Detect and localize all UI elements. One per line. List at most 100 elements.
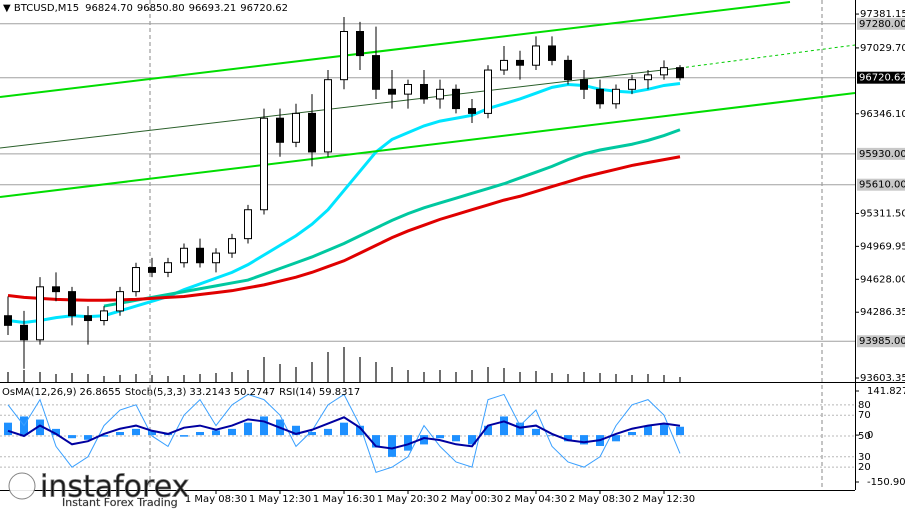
candle-body [276, 117, 284, 143]
candle-body [196, 247, 204, 264]
volume-bar [311, 362, 313, 382]
logo-icon [8, 472, 36, 500]
volume-bar [471, 370, 473, 382]
volume-bar [567, 374, 569, 382]
high-label: 96850.80 [137, 3, 185, 14]
osma-bar [564, 435, 572, 442]
candle-body [100, 310, 108, 322]
watermark: instaforex Instant Forex Trading [8, 469, 190, 509]
candle-body [532, 45, 540, 66]
x-tick-label: 1 May 20:30 [377, 494, 439, 505]
osma-bar [436, 435, 444, 439]
volume-bar [7, 372, 9, 382]
indicator-value: 59.8317 [319, 387, 360, 398]
trend-line [0, 92, 856, 198]
level-label: 95610.00 [859, 180, 905, 191]
candle-body [308, 112, 316, 153]
candle-body [404, 83, 412, 95]
candle-body [628, 79, 636, 90]
osma-bar [356, 425, 364, 436]
symbol: BTCUSD,M15 [14, 3, 79, 14]
y-tick-label: 94628.00 [860, 274, 905, 285]
osma-bar [468, 435, 476, 445]
volume-bar [183, 375, 185, 382]
volume-bar [615, 374, 617, 382]
osma-bar [628, 431, 636, 436]
y-tick-label: 94969.95 [860, 241, 905, 252]
y-tick-label: 70 [858, 410, 871, 421]
volume-bar [263, 357, 265, 382]
candle-body [468, 108, 476, 114]
candle-body [132, 267, 140, 293]
candle-body [68, 291, 76, 317]
osma-bar [36, 419, 44, 436]
candle-body [148, 267, 156, 273]
volume-bar [535, 371, 537, 382]
current-price-label: 96720.62 [859, 73, 905, 84]
volume-bar [39, 372, 41, 382]
osma-bar [340, 422, 348, 436]
osma-bar [500, 416, 508, 436]
volume-bar [631, 375, 633, 382]
candle-body [260, 117, 268, 211]
volume-bar [455, 372, 457, 382]
current-price-box [857, 71, 905, 84]
volume-bar [119, 375, 121, 382]
volume-bar [599, 373, 601, 382]
indicator-name: RSI(14) [279, 387, 316, 398]
candle-body [580, 79, 588, 90]
indicator-name: Stoch(5,3,3) [125, 387, 187, 398]
volume-bar [503, 368, 505, 382]
osma-bar [660, 424, 668, 436]
trend-line [0, 67, 681, 149]
open-label: 96824.70 [85, 3, 133, 14]
marker: ▼ [3, 3, 14, 14]
volume-bar [279, 364, 281, 382]
osma-bar [516, 422, 524, 436]
volume-bar [583, 372, 585, 382]
candle-body [596, 88, 604, 105]
candle-body [516, 59, 524, 66]
x-tick-label: 2 May 08:30 [569, 494, 631, 505]
volume-bar [151, 375, 153, 382]
osma-bar [228, 428, 236, 436]
indicator-value: 50.2747 [234, 387, 275, 398]
osma-bar [132, 428, 140, 436]
level-box [857, 335, 905, 348]
y-tick-label: 50 [858, 431, 871, 442]
indicator-header: OsMA(12,26,9) 26.8655 Stoch(5,3,3) 33.2143 5… [2, 387, 360, 398]
candle-body [340, 31, 348, 81]
candle-body [372, 55, 380, 90]
indicator-value: 26.8655 [80, 387, 121, 398]
osma-bar [532, 428, 540, 436]
candle-body [292, 112, 300, 143]
watermark-tagline: Instant Forex Trading [62, 496, 178, 509]
volume-bar [407, 370, 409, 382]
volume-bar [23, 370, 25, 382]
volume-bar [343, 347, 345, 382]
osma-bar [292, 425, 300, 436]
volume-bar [199, 374, 201, 382]
candle-body [244, 209, 252, 240]
y-tick-label: 93603.35 [860, 373, 905, 384]
volume-bar [247, 370, 249, 382]
osma-bar [676, 426, 684, 436]
candle-body [660, 67, 668, 76]
candle-body [452, 88, 460, 110]
osma-bar [420, 435, 428, 445]
osma-bar [548, 435, 556, 436]
indicator-value: 33.2143 [189, 387, 230, 398]
low-label: 96693.21 [189, 3, 237, 14]
volume-bar [391, 367, 393, 382]
osma-bar [644, 425, 652, 436]
osma-bar [484, 425, 492, 436]
level-label: 95930.00 [859, 149, 905, 160]
y2-tick-label: 141.8271 [867, 386, 905, 397]
osma-bar [324, 428, 332, 436]
x-tick-label: 2 May 12:30 [633, 494, 695, 505]
y2-tick-label: 0 [867, 430, 873, 441]
candle-body [52, 286, 60, 293]
volume-bar [55, 374, 57, 382]
